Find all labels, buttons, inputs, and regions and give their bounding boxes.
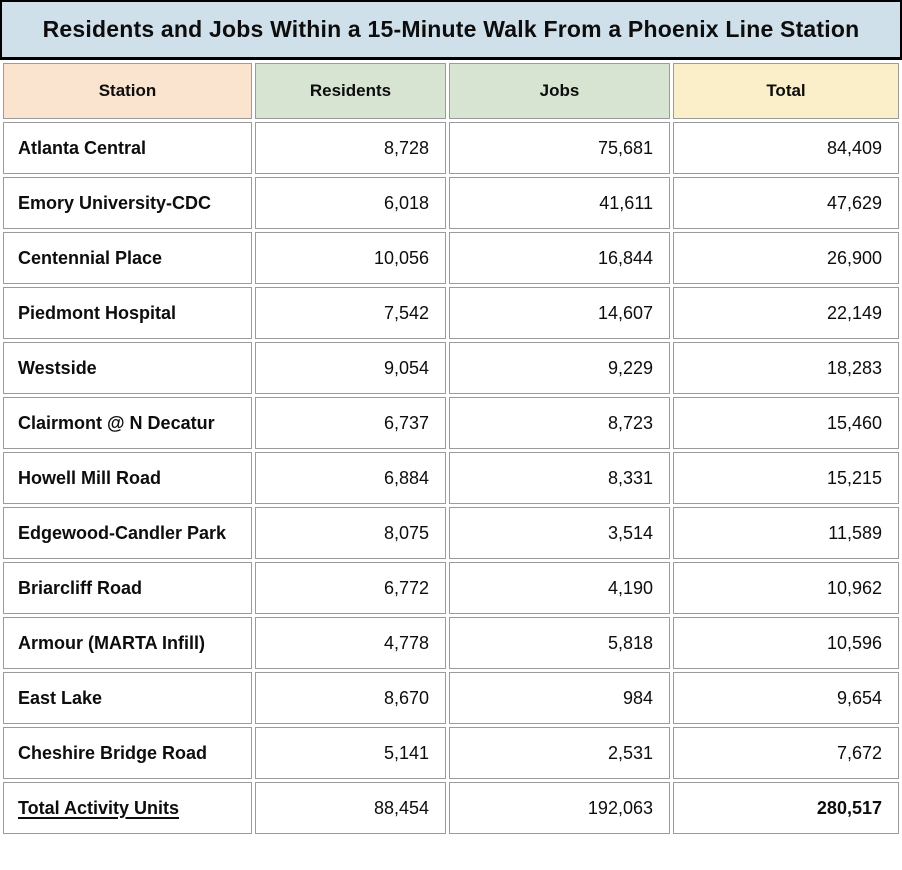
residents-cell: 6,018 xyxy=(255,177,446,229)
total-cell: 22,149 xyxy=(673,287,899,339)
total-cell: 10,962 xyxy=(673,562,899,614)
residents-cell: 5,141 xyxy=(255,727,446,779)
residents-cell: 7,542 xyxy=(255,287,446,339)
jobs-cell: 41,611 xyxy=(449,177,670,229)
total-cell: 18,283 xyxy=(673,342,899,394)
jobs-cell: 2,531 xyxy=(449,727,670,779)
jobs-cell: 14,607 xyxy=(449,287,670,339)
jobs-cell: 984 xyxy=(449,672,670,724)
total-cell: 7,672 xyxy=(673,727,899,779)
column-header-total: Total xyxy=(673,63,899,119)
station-name-cell: Westside xyxy=(3,342,252,394)
total-cell: 47,629 xyxy=(673,177,899,229)
column-header-residents: Residents xyxy=(255,63,446,119)
table-row: Armour (MARTA Infill) 4,778 5,818 10,596 xyxy=(3,617,899,669)
jobs-cell: 4,190 xyxy=(449,562,670,614)
totals-row: Total Activity Units 88,454 192,063 280,… xyxy=(3,782,899,834)
table-row: Piedmont Hospital 7,542 14,607 22,149 xyxy=(3,287,899,339)
residents-cell: 8,075 xyxy=(255,507,446,559)
table-row: Westside 9,054 9,229 18,283 xyxy=(3,342,899,394)
jobs-cell: 8,331 xyxy=(449,452,670,504)
total-cell: 84,409 xyxy=(673,122,899,174)
jobs-cell: 75,681 xyxy=(449,122,670,174)
header-row: Station Residents Jobs Total xyxy=(3,63,899,119)
total-cell: 10,596 xyxy=(673,617,899,669)
total-cell: 26,900 xyxy=(673,232,899,284)
totals-total-cell: 280,517 xyxy=(673,782,899,834)
total-cell: 15,215 xyxy=(673,452,899,504)
table-row: Clairmont @ N Decatur 6,737 8,723 15,460 xyxy=(3,397,899,449)
totals-jobs-cell: 192,063 xyxy=(449,782,670,834)
station-name-cell: Edgewood-Candler Park xyxy=(3,507,252,559)
station-name-cell: East Lake xyxy=(3,672,252,724)
table-row: Emory University-CDC 6,018 41,611 47,629 xyxy=(3,177,899,229)
station-name-cell: Briarcliff Road xyxy=(3,562,252,614)
station-name-cell: Armour (MARTA Infill) xyxy=(3,617,252,669)
residents-cell: 8,670 xyxy=(255,672,446,724)
column-header-jobs: Jobs xyxy=(449,63,670,119)
table-row: East Lake 8,670 984 9,654 xyxy=(3,672,899,724)
jobs-cell: 16,844 xyxy=(449,232,670,284)
residents-cell: 6,884 xyxy=(255,452,446,504)
column-header-station: Station xyxy=(3,63,252,119)
station-name-cell: Cheshire Bridge Road xyxy=(3,727,252,779)
total-cell: 11,589 xyxy=(673,507,899,559)
station-name-cell: Clairmont @ N Decatur xyxy=(3,397,252,449)
station-name-cell: Howell Mill Road xyxy=(3,452,252,504)
station-name-cell: Centennial Place xyxy=(3,232,252,284)
table-row: Cheshire Bridge Road 5,141 2,531 7,672 xyxy=(3,727,899,779)
station-name-cell: Emory University-CDC xyxy=(3,177,252,229)
totals-label-cell: Total Activity Units xyxy=(3,782,252,834)
table-row: Briarcliff Road 6,772 4,190 10,962 xyxy=(3,562,899,614)
station-name-cell: Piedmont Hospital xyxy=(3,287,252,339)
table-row: Atlanta Central 8,728 75,681 84,409 xyxy=(3,122,899,174)
stations-table: Station Residents Jobs Total Atlanta Cen… xyxy=(0,60,902,837)
totals-residents-cell: 88,454 xyxy=(255,782,446,834)
jobs-cell: 9,229 xyxy=(449,342,670,394)
table-row: Howell Mill Road 6,884 8,331 15,215 xyxy=(3,452,899,504)
table-row: Edgewood-Candler Park 8,075 3,514 11,589 xyxy=(3,507,899,559)
residents-cell: 9,054 xyxy=(255,342,446,394)
jobs-cell: 3,514 xyxy=(449,507,670,559)
table-title: Residents and Jobs Within a 15-Minute Wa… xyxy=(0,0,902,60)
jobs-cell: 5,818 xyxy=(449,617,670,669)
residents-cell: 8,728 xyxy=(255,122,446,174)
residents-cell: 6,737 xyxy=(255,397,446,449)
table-row: Centennial Place 10,056 16,844 26,900 xyxy=(3,232,899,284)
total-cell: 15,460 xyxy=(673,397,899,449)
residents-cell: 4,778 xyxy=(255,617,446,669)
residents-cell: 10,056 xyxy=(255,232,446,284)
residents-cell: 6,772 xyxy=(255,562,446,614)
station-name-cell: Atlanta Central xyxy=(3,122,252,174)
jobs-cell: 8,723 xyxy=(449,397,670,449)
total-cell: 9,654 xyxy=(673,672,899,724)
